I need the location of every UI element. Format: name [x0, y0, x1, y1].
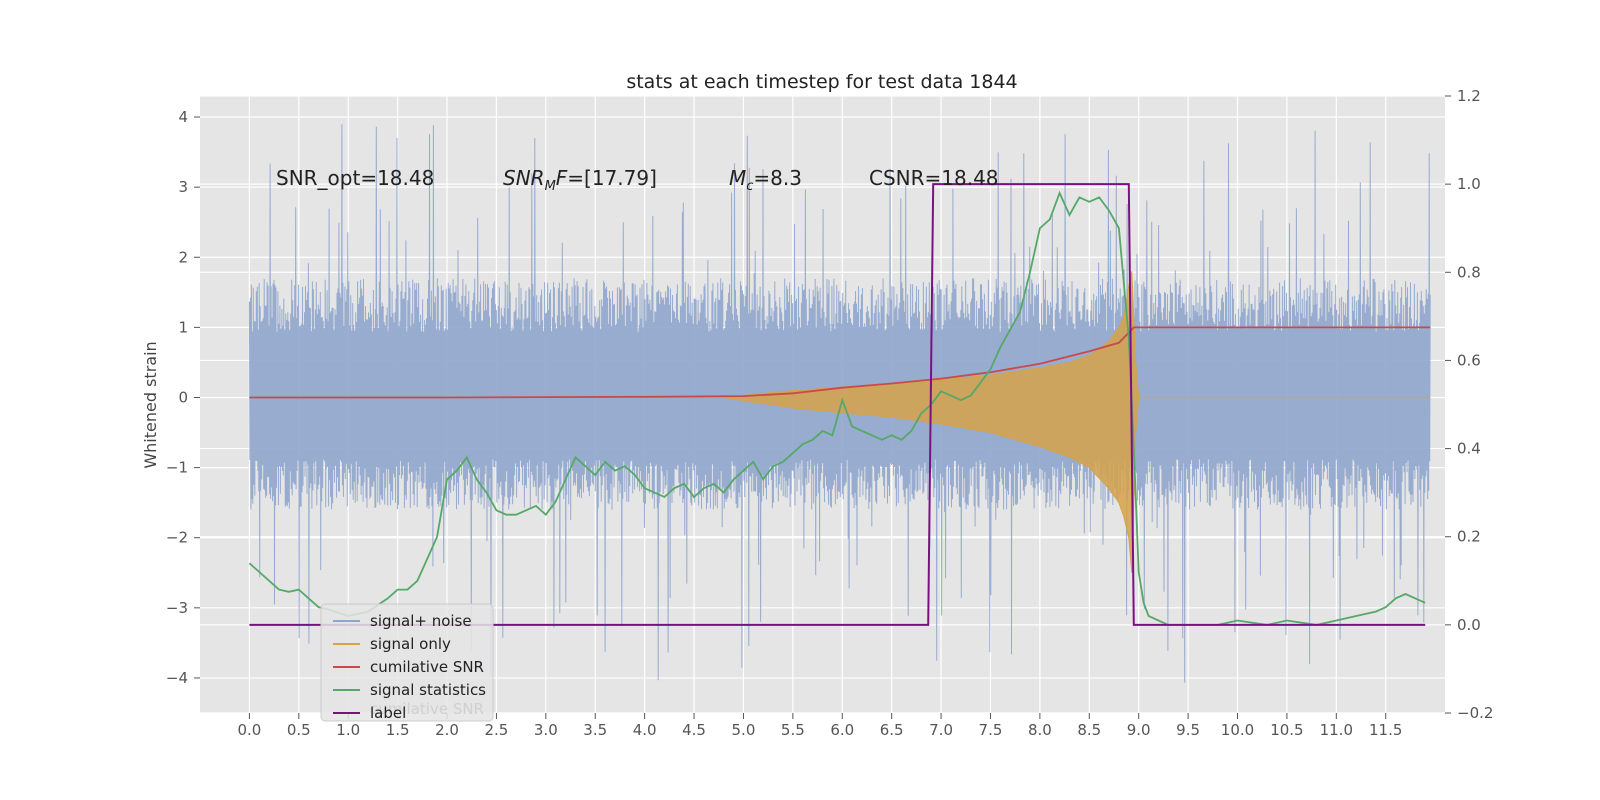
annotation-snr-mf: SNRMF=[17.79] — [503, 166, 657, 194]
x-tick-label: 2.0 — [435, 721, 459, 739]
x-tick-label: 4.5 — [682, 721, 706, 739]
annotation-mc-symbol: M — [729, 166, 746, 190]
signal-statistics-line — [248, 190, 1426, 626]
x-tick-label: 1.0 — [336, 721, 360, 739]
y-tick-label: 3 — [178, 178, 188, 196]
y2-tick-label: 0.8 — [1457, 263, 1481, 281]
signal-noise-line — [248, 124, 1431, 683]
chart-title: stats at each timestep for test data 184… — [626, 71, 1017, 93]
y-tick-label: 4 — [178, 108, 188, 126]
x-tick-label: 8.5 — [1077, 721, 1101, 739]
x-tick-label: 7.5 — [979, 721, 1003, 739]
label-series — [249, 183, 1426, 626]
signal-only-series — [249, 271, 1431, 573]
legend-label: signal only — [370, 635, 451, 653]
annotation-mc-sub: c — [746, 179, 753, 194]
y2-tick-label: 0.6 — [1457, 351, 1481, 369]
y-tick-label: −4 — [166, 669, 188, 687]
y-tick-label: 2 — [178, 248, 188, 266]
x-tick-label: 6.5 — [880, 721, 904, 739]
x-tick-label: 2.5 — [484, 721, 508, 739]
annotation-mc-value: =8.3 — [753, 166, 802, 190]
label-line — [249, 183, 1426, 626]
y-axis-right: 1.2 1.0 0.8 0.6 0.4 0.2 0.0 −0.2 — [1445, 87, 1493, 722]
y-tick-label: −3 — [166, 599, 188, 617]
legend-label: signal+ noise — [370, 612, 472, 630]
y-tick-label: −1 — [166, 459, 188, 477]
x-tick-label: 3.5 — [583, 721, 607, 739]
annotation-snr-mf-value: =[17.79] — [567, 166, 657, 190]
y-tick-label: 1 — [178, 318, 188, 336]
y2-tick-label: −0.2 — [1457, 704, 1493, 722]
x-tick-label: 4.0 — [633, 721, 657, 739]
annotation-snr-mf-sub: M — [545, 179, 556, 194]
signal-noise-series — [248, 124, 1431, 683]
y2-tick-label: 1.0 — [1457, 175, 1481, 193]
x-tick-label: 10.0 — [1221, 721, 1254, 739]
y-axis-left: 4 3 2 1 0 −1 −2 −3 −4 — [166, 108, 200, 687]
signal-only-area — [249, 271, 1431, 573]
annotation-chirp-mass: Mc=8.3 — [729, 166, 802, 194]
x-tick-label: 7.0 — [929, 721, 953, 739]
x-tick-label: 0.0 — [237, 721, 261, 739]
annotation-snr-mf-f: F — [556, 166, 568, 190]
x-tick-label: 8.0 — [1028, 721, 1052, 739]
x-tick-label: 10.5 — [1270, 721, 1303, 739]
y-tick-label: −2 — [166, 529, 188, 547]
x-tick-label: 0.5 — [287, 721, 311, 739]
legend-label: label — [370, 704, 406, 722]
x-tick-label: 11.5 — [1369, 721, 1402, 739]
signal-statistics-series — [248, 190, 1426, 626]
legend-box — [320, 603, 494, 722]
legend-label: cumilative SNR — [370, 658, 484, 676]
y-tick-label: 0 — [178, 388, 188, 406]
y2-tick-label: 0.4 — [1457, 440, 1481, 458]
x-tick-label: 11.0 — [1320, 721, 1353, 739]
x-axis: 0.0 0.5 1.0 1.5 2.0 2.5 3.0 3.5 4.0 4.5 5.0 5.5 6.0 6… — [237, 713, 1402, 739]
annotation-snr-mf-symbol: SNR — [503, 166, 545, 190]
legend-ghost-text: cumilative SNR — [370, 700, 484, 718]
y2-tick-label: 1.2 — [1457, 87, 1481, 105]
y2-tick-label: 0.2 — [1457, 528, 1481, 546]
y2-tick-label: 0.0 — [1457, 616, 1481, 634]
legend: cumilative SNR signal+ noise signal only c… — [320, 603, 494, 722]
x-tick-label: 5.5 — [781, 721, 805, 739]
x-tick-label: 6.0 — [830, 721, 854, 739]
x-tick-label: 9.5 — [1176, 721, 1200, 739]
x-tick-label: 5.0 — [732, 721, 756, 739]
y-axis-label: Whitened strain — [141, 341, 160, 468]
legend-label: signal statistics — [370, 681, 486, 699]
x-tick-label: 1.5 — [386, 721, 410, 739]
annotation-csnr: CSNR=18.48 — [869, 166, 999, 190]
annotation-snr-opt: SNR_opt=18.48 — [276, 166, 434, 190]
x-tick-label: 3.0 — [534, 721, 558, 739]
x-tick-label: 9.0 — [1127, 721, 1151, 739]
